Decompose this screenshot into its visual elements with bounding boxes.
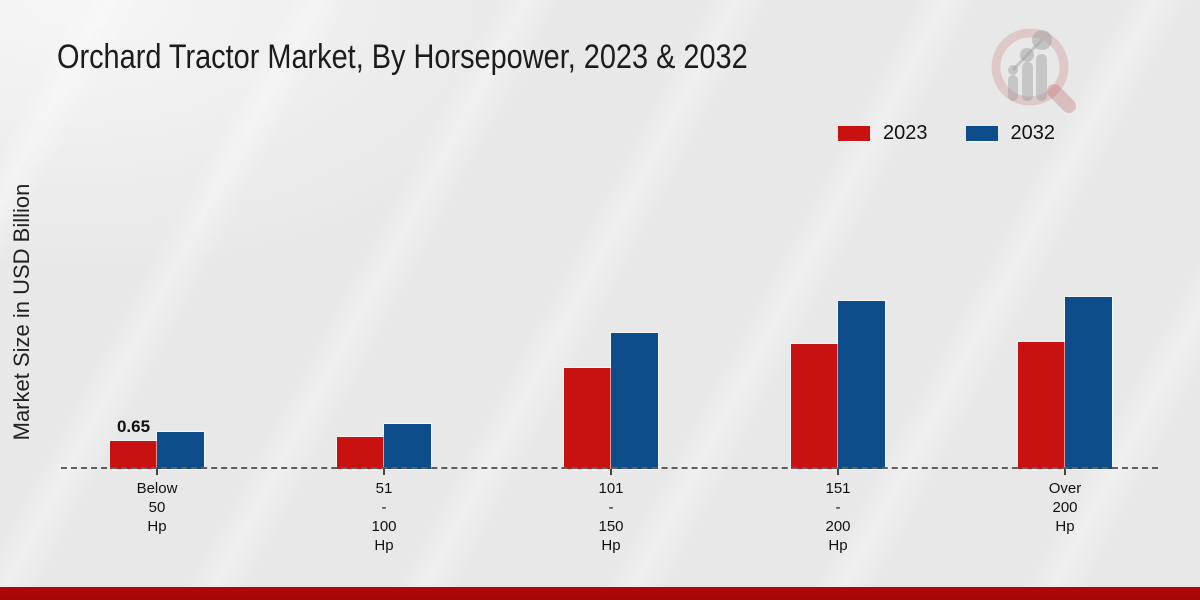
x-tick-label-line: Over: [1048, 480, 1082, 497]
x-tick-label-4: Over 200 Hp: [1049, 479, 1082, 536]
x-tick-label-line: Hp: [147, 518, 167, 535]
bar-2032-over-200-hp: [1065, 297, 1112, 469]
x-tick-label-line: 50: [148, 499, 166, 516]
bar-2023-over-200-hp: [1018, 342, 1065, 469]
x-axis-tick-2: [610, 469, 612, 475]
bar-2032-51---100-hp: [384, 424, 431, 469]
x-axis-tick-1: [383, 469, 385, 475]
x-tick-label-line: 151: [825, 480, 851, 497]
x-tick-label-2: 101 - 150 Hp: [598, 479, 623, 555]
bar-2032-151---200-hp: [838, 301, 885, 469]
x-tick-label-line: Hp: [374, 537, 394, 554]
x-tick-label-line: -: [608, 499, 614, 516]
bar-2032-below-50-hp: [157, 432, 204, 469]
x-tick-label-0: Below 50 Hp: [137, 479, 178, 536]
x-tick-label-line: Below: [136, 480, 178, 497]
bar-2023-101---150-hp: [564, 368, 611, 469]
bar-2023-below-50-hp: [110, 441, 157, 469]
bar-2023-51---100-hp: [337, 437, 384, 469]
x-tick-label-line: -: [835, 499, 841, 516]
bar-2023-151---200-hp: [791, 344, 838, 469]
x-axis-tick-4: [1064, 469, 1066, 475]
magnifier-bar-chart-logo-icon: [991, 28, 1076, 113]
x-tick-label-line: 200: [825, 518, 851, 535]
x-tick-label-line: 101: [598, 480, 624, 497]
x-axis-baseline: [61, 467, 1158, 469]
legend-item-2023: 2023: [838, 122, 928, 145]
legend: 2023 2032: [838, 122, 1055, 145]
bar-2032-101---150-hp: [611, 333, 658, 469]
legend-item-2032: 2032: [965, 122, 1056, 145]
x-tick-label-line: 51: [375, 480, 393, 497]
x-tick-label-line: Hp: [1055, 518, 1075, 535]
x-axis-tick-0: [156, 469, 158, 475]
x-tick-label-line: Hp: [601, 537, 621, 554]
legend-swatch-2032: [965, 126, 998, 141]
chart-title: Orchard Tractor Market, By Horsepower, 2…: [57, 38, 748, 76]
legend-label-2032: 2032: [1010, 122, 1056, 144]
x-tick-label-line: 150: [598, 518, 624, 535]
bottom-red-bar: [0, 587, 1200, 600]
legend-label-2023: 2023: [883, 122, 928, 144]
bar-value-label: 0.65: [116, 417, 151, 436]
x-tick-label-line: 200: [1052, 499, 1078, 516]
x-tick-label-1: 51 - 100 Hp: [371, 479, 396, 555]
x-tick-label-3: 151 - 200 Hp: [825, 479, 850, 555]
x-tick-label-line: Hp: [828, 537, 848, 554]
x-tick-label-line: -: [381, 499, 387, 516]
x-tick-label-line: 100: [371, 518, 397, 535]
x-axis-tick-3: [837, 469, 839, 475]
legend-swatch-2023: [838, 126, 870, 141]
